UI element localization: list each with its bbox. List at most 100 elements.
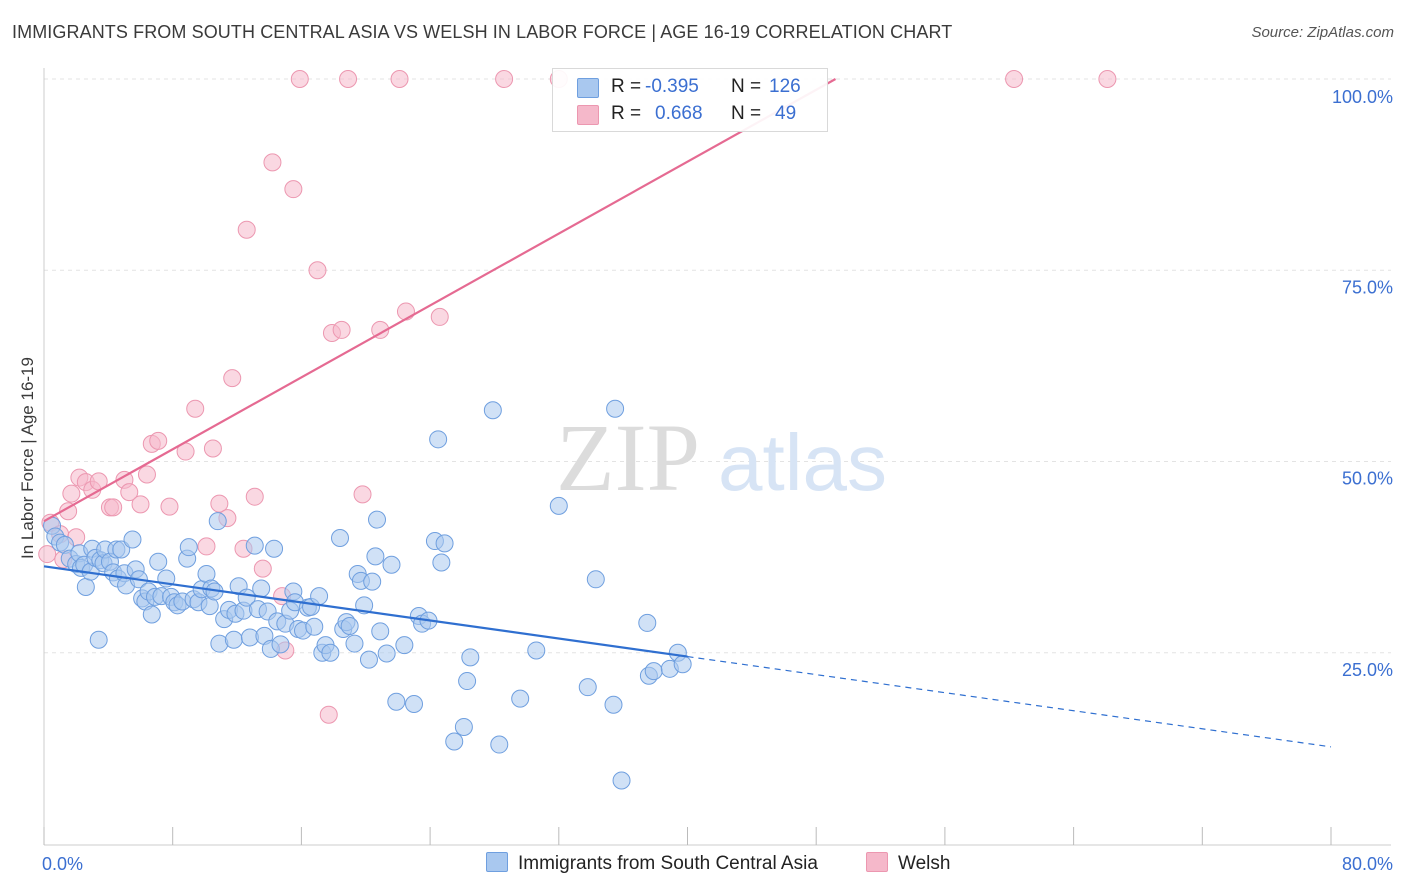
- south-central-asia-point: [377, 644, 396, 663]
- legend-row-pink: R = 0.668 N = 49: [553, 100, 827, 128]
- axes: [43, 68, 1391, 846]
- south-central-asia-point: [604, 695, 623, 714]
- correlation-legend: R = -0.395 N = 126 R = 0.668 N = 49: [552, 68, 828, 132]
- south-central-asia-point: [345, 634, 364, 653]
- source-label: Source: ZipAtlas.com: [1251, 24, 1394, 41]
- south-central-asia-point: [578, 678, 597, 697]
- welsh-point: [353, 485, 372, 504]
- south-central-asia-point: [359, 650, 378, 669]
- south-central-asia-point: [483, 401, 502, 420]
- south-central-asia-trend-extension: [687, 655, 1332, 748]
- welsh-point: [263, 153, 282, 172]
- legend-r-value: -0.395: [645, 76, 699, 97]
- south-central-asia-point: [454, 717, 473, 736]
- south-central-asia-point: [432, 553, 451, 572]
- legend-swatch-blue: [577, 78, 599, 98]
- south-central-asia-point: [368, 510, 387, 529]
- legend-r-value: 0.668: [655, 103, 703, 124]
- south-central-asia-point: [76, 577, 95, 596]
- welsh-point: [495, 70, 514, 88]
- watermark: ZIP atlas: [556, 404, 887, 511]
- south-central-asia-point: [405, 695, 424, 714]
- trend-lines: [43, 78, 1332, 748]
- legend-swatch-pink: [866, 852, 888, 872]
- welsh-point: [371, 320, 390, 339]
- welsh-point: [62, 484, 81, 503]
- welsh-point: [339, 70, 358, 88]
- south-central-asia-point: [638, 613, 657, 632]
- south-central-asia-point: [89, 630, 108, 649]
- welsh-point: [223, 369, 242, 388]
- south-central-asia-point: [673, 655, 692, 674]
- legend-n-label: N =: [731, 103, 762, 124]
- legend-label: Welsh: [898, 853, 951, 874]
- welsh-point: [210, 494, 229, 513]
- welsh-point: [319, 705, 338, 724]
- legend-n-value: 126: [769, 76, 801, 97]
- south-central-asia-point: [123, 530, 142, 549]
- y-tick-label: 25.0%: [1342, 660, 1393, 680]
- south-central-asia-point: [429, 430, 448, 449]
- watermark-atlas: atlas: [718, 418, 887, 507]
- y-tick-label: 100.0%: [1332, 87, 1393, 107]
- south-central-asia-point: [321, 643, 340, 662]
- welsh-point: [245, 487, 264, 506]
- south-central-asia-points: [43, 399, 692, 790]
- welsh-point: [38, 545, 57, 564]
- legend-n-value: 49: [775, 103, 797, 124]
- welsh-point: [390, 70, 409, 88]
- welsh-point: [396, 302, 415, 321]
- south-central-asia-point: [224, 630, 243, 649]
- welsh-point: [186, 399, 205, 418]
- south-central-asia-point: [445, 732, 464, 751]
- welsh-trend-line: [43, 78, 837, 523]
- welsh-points: [38, 70, 1117, 724]
- welsh-point: [197, 537, 216, 556]
- legend-n-label: N =: [731, 76, 762, 97]
- legend-item-welsh: Welsh: [866, 852, 950, 875]
- y-tick-label: 50.0%: [1342, 469, 1393, 489]
- south-central-asia-point: [179, 538, 198, 557]
- south-central-asia-point: [310, 587, 329, 606]
- legend-label: Immigrants from South Central Asia: [518, 853, 818, 874]
- welsh-point: [1005, 70, 1024, 88]
- south-central-asia-point: [490, 735, 509, 754]
- south-central-asia-point: [511, 689, 530, 708]
- legend-row-blue: R = -0.395 N = 126: [553, 73, 827, 101]
- legend-item-south-central-asia: Immigrants from South Central Asia: [486, 852, 818, 875]
- south-central-asia-point: [586, 570, 605, 589]
- welsh-point: [290, 70, 309, 88]
- welsh-point: [160, 497, 179, 516]
- south-central-asia-point: [371, 622, 390, 641]
- south-central-asia-point: [458, 672, 477, 691]
- x-tick-label: 80.0%: [1342, 854, 1393, 874]
- welsh-point: [284, 180, 303, 199]
- welsh-point: [430, 307, 449, 326]
- south-central-asia-point: [271, 635, 290, 654]
- south-central-asia-point: [612, 771, 631, 790]
- legend-swatch-pink: [577, 105, 599, 125]
- south-central-asia-point: [305, 617, 324, 636]
- south-central-asia-point: [112, 540, 131, 559]
- south-central-asia-point: [208, 512, 227, 531]
- welsh-point: [149, 431, 168, 450]
- legend-swatch-blue: [486, 852, 508, 872]
- legend-r-label: R =: [611, 76, 642, 97]
- south-central-asia-point: [527, 641, 546, 660]
- watermark-zip: ZIP: [556, 404, 700, 511]
- south-central-asia-point: [245, 536, 264, 555]
- south-central-asia-point: [149, 552, 168, 571]
- south-central-asia-point: [549, 496, 568, 515]
- welsh-point: [308, 261, 327, 280]
- chart-title: IMMIGRANTS FROM SOUTH CENTRAL ASIA VS WE…: [12, 22, 953, 42]
- south-central-asia-point: [252, 579, 271, 598]
- welsh-point: [120, 483, 139, 502]
- south-central-asia-point: [382, 555, 401, 574]
- tick-labels: 25.0% 50.0% 75.0% 100.0% 0.0% 80.0%: [42, 87, 1393, 874]
- south-central-asia-point: [606, 399, 625, 418]
- south-central-asia-point: [644, 662, 663, 681]
- grid-lines: [44, 78, 1391, 654]
- x-tick-label: 0.0%: [42, 854, 83, 874]
- south-central-asia-point: [435, 534, 454, 553]
